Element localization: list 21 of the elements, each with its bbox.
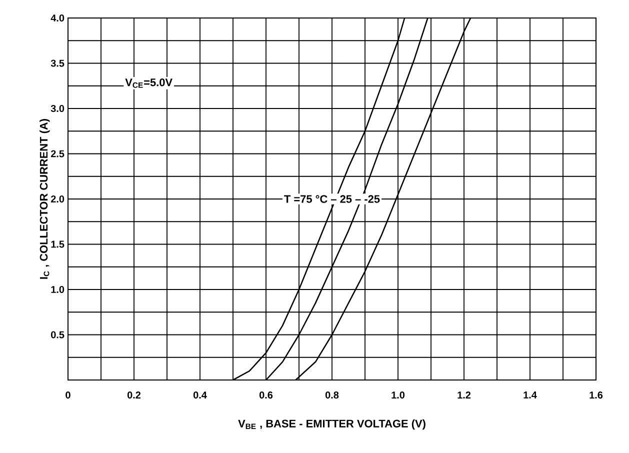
y-tick-label: 2.5 <box>50 150 64 158</box>
y-tick-label: 4.0 <box>50 14 64 22</box>
annotation: T =75 °C – 25 – -25 <box>284 195 380 203</box>
x-tick-label: 0.2 <box>127 392 141 399</box>
x-tick-label: 1.2 <box>458 392 471 398</box>
x-tick-label: 0.8 <box>325 392 339 399</box>
y-tick-label: 1.5 <box>51 240 64 248</box>
y-tick-label: 0.5 <box>51 331 64 338</box>
x-axis-title: V$_{BE}$ , BASE - EMITTER VOLTAGE (V) <box>238 419 426 430</box>
x-tick-label: 0.4 <box>193 392 207 399</box>
y-tick-label: 3.5 <box>50 60 64 67</box>
x-tick-label: 1.0 <box>392 392 405 399</box>
y-tick-label: 1.0 <box>51 286 64 294</box>
y-tick-label: 3.0 <box>50 104 64 112</box>
x-tick-label: 0.6 <box>259 392 273 399</box>
x-tick-label: 0 <box>66 392 70 399</box>
y-tick-label: 2.0 <box>50 195 64 203</box>
x-tick-label: 1.4 <box>524 392 537 398</box>
annotation: V$_{CE}$=5.0V <box>125 78 172 88</box>
y-axis-title: I$_{C}$ , COLLECTOR CURRENT (A) <box>40 119 50 279</box>
x-tick-label: 1.6 <box>590 392 603 399</box>
